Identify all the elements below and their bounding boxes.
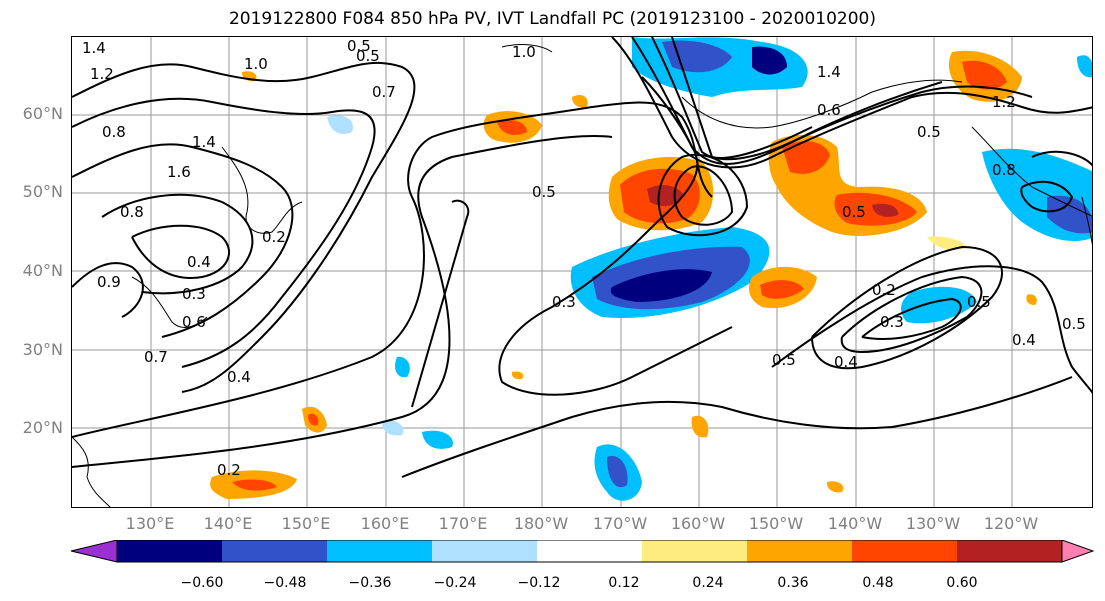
contour-label: 0.5 — [772, 351, 796, 369]
colorbar-tick: −0.60 — [180, 575, 224, 591]
contour-label: 0.8 — [120, 203, 144, 221]
lon-label: 150°E — [281, 514, 331, 533]
colorbar-segment — [957, 540, 1063, 562]
colorbar-tick: 0.12 — [608, 575, 640, 591]
contour-label: 0.4 — [227, 368, 251, 386]
colorbar-segments — [70, 540, 1095, 563]
contour-label: 0.5 — [917, 123, 941, 141]
colorbar-segment — [537, 540, 643, 562]
contour-label: 1.4 — [82, 39, 106, 57]
contour-label: 0.3 — [880, 313, 904, 331]
contour-labels: 1.4 1.2 0.8 1.0 0.5 0.7 0.5 1.0 1.4 1.2 … — [82, 37, 1086, 479]
lon-label: 140°E — [203, 514, 253, 533]
contour-label: 0.6 — [182, 313, 206, 331]
colorbar-segment — [642, 540, 748, 562]
contour-label: 0.6 — [817, 101, 841, 119]
contour-label: 0.3 — [552, 293, 576, 311]
contour-label: 0.7 — [144, 348, 168, 366]
lon-label: 130°E — [125, 514, 175, 533]
lon-label: 150°W — [748, 514, 804, 533]
colorbar-tick: −0.24 — [433, 575, 477, 591]
colorbar-segment — [747, 540, 853, 562]
negative-anomalies — [327, 37, 1092, 501]
map-title: 2019122800 F084 850 hPa PV, IVT Landfall… — [228, 9, 876, 29]
contour-label: 0.4 — [1012, 331, 1036, 349]
contour-label: 0.3 — [182, 285, 206, 303]
contour-label: 0.5 — [1062, 315, 1086, 333]
contour-label: 0.7 — [372, 83, 396, 101]
contour-label: 1.2 — [90, 65, 114, 83]
contour-label: 0.9 — [97, 273, 121, 291]
contour-label: 1.0 — [244, 55, 268, 73]
colorbar-extend-high — [1061, 540, 1095, 563]
colorbar-segment — [327, 540, 433, 562]
contour-label: 0.8 — [102, 123, 126, 141]
contour-label: 0.5 — [356, 47, 380, 65]
lon-label: 180°W — [513, 514, 569, 533]
pv-contours — [72, 37, 1092, 478]
contour-label: 0.4 — [834, 353, 858, 371]
lon-label: 120°W — [983, 514, 1039, 533]
contour-label: 0.2 — [872, 281, 896, 299]
contour-label: 1.0 — [512, 43, 536, 61]
contour-label: 1.6 — [167, 163, 191, 181]
contour-label: 0.4 — [187, 253, 211, 271]
colorbar-tick: −0.48 — [263, 575, 307, 591]
colorbar-segment — [222, 540, 328, 562]
contour-label: 0.5 — [532, 183, 556, 201]
lat-label: 20°N — [22, 418, 63, 437]
lon-label: 170°W — [592, 514, 648, 533]
contour-label: 0.8 — [992, 161, 1016, 179]
lat-label: 40°N — [22, 261, 63, 280]
colorbar-tick: 0.36 — [777, 575, 809, 591]
coastlines — [72, 44, 1092, 507]
colorbar-segment — [117, 540, 223, 562]
lat-label: 30°N — [22, 340, 63, 359]
lon-label: 160°E — [360, 514, 410, 533]
lon-label: 130°W — [905, 514, 961, 533]
map-plot-area: 1.4 1.2 0.8 1.0 0.5 0.7 0.5 1.0 1.4 1.2 … — [71, 36, 1093, 508]
lat-label: 50°N — [22, 182, 63, 201]
contour-label: 0.5 — [842, 203, 866, 221]
colorbar-tick: −0.36 — [348, 575, 392, 591]
map-svg: 1.4 1.2 0.8 1.0 0.5 0.7 0.5 1.0 1.4 1.2 … — [72, 37, 1092, 507]
colorbar-extend-low — [70, 540, 118, 563]
contour-label: 0.5 — [347, 37, 371, 55]
colorbar-segment — [432, 540, 538, 562]
colorbar-frame — [116, 540, 1063, 563]
colorbar-segment — [852, 540, 958, 562]
colorbar-tick: 0.48 — [862, 575, 894, 591]
contour-label: 0.5 — [967, 293, 991, 311]
lon-label: 140°W — [827, 514, 883, 533]
colorbar — [70, 540, 1095, 563]
colorbar-tick: 0.24 — [692, 575, 724, 591]
contour-label: 0.2 — [262, 228, 286, 246]
contour-label: 0.2 — [217, 461, 241, 479]
contour-label: 1.2 — [992, 93, 1016, 111]
colorbar-tick: −0.12 — [517, 575, 561, 591]
lat-label: 60°N — [22, 104, 63, 123]
contour-label: 1.4 — [192, 133, 216, 151]
lon-label: 170°E — [438, 514, 488, 533]
lon-label: 160°W — [670, 514, 726, 533]
colorbar-tick: 0.60 — [946, 575, 978, 591]
positive-anomalies — [210, 50, 1037, 499]
contour-label: 1.4 — [817, 63, 841, 81]
